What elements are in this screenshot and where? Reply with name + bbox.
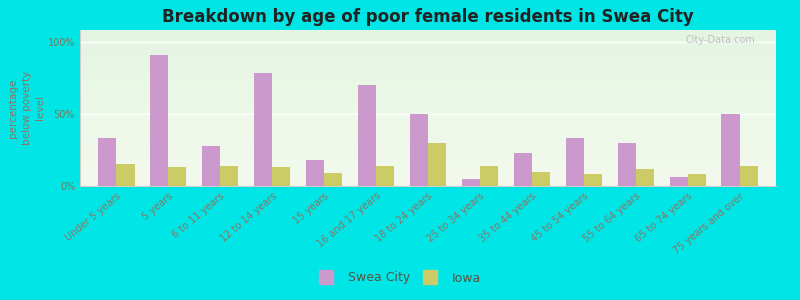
Bar	[480, 166, 498, 186]
Bar	[410, 114, 428, 186]
Bar	[220, 166, 238, 186]
Bar	[116, 164, 134, 186]
Bar	[532, 172, 550, 186]
Bar	[740, 166, 758, 186]
Bar	[358, 85, 376, 186]
Y-axis label: percentage
below poverty
level: percentage below poverty level	[9, 71, 45, 145]
Bar	[254, 73, 272, 186]
Bar	[376, 166, 394, 186]
Bar	[98, 138, 116, 186]
Bar	[306, 160, 324, 186]
Bar	[636, 169, 654, 186]
Title: Breakdown by age of poor female residents in Swea City: Breakdown by age of poor female resident…	[162, 8, 694, 26]
Bar	[428, 143, 446, 186]
Bar	[670, 177, 688, 186]
Bar	[688, 174, 706, 186]
Bar	[618, 143, 636, 186]
Bar	[584, 174, 602, 186]
Bar	[168, 167, 186, 186]
Bar	[150, 55, 168, 186]
Bar	[514, 153, 532, 186]
Bar	[462, 179, 480, 186]
Bar	[272, 167, 290, 186]
Bar	[324, 173, 342, 186]
Bar	[722, 114, 740, 186]
Legend: Swea City, Iowa: Swea City, Iowa	[313, 265, 487, 291]
Text: City-Data.com: City-Data.com	[686, 35, 755, 45]
Bar	[566, 138, 584, 186]
Bar	[202, 146, 220, 186]
